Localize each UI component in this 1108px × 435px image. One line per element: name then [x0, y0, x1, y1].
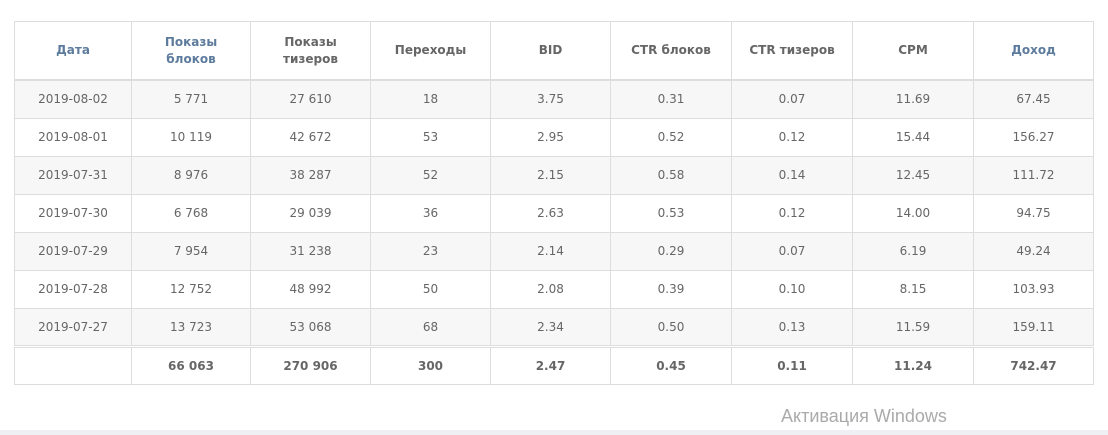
table-row: 2019-07-27 13 723 53 068 68 2.34 0.50 0.13 11.5…: [14, 307, 1094, 347]
table-cell: 2019-08-02: [14, 79, 132, 119]
table-cell: 27 610: [250, 79, 371, 119]
table-cell: 50: [370, 269, 491, 309]
table-row: 2019-08-01 10 119 42 672 53 2.95 0.52 0.12 15.4…: [14, 117, 1094, 157]
table-cell: 94.75: [973, 193, 1094, 233]
table-cell: 0.12: [731, 117, 853, 157]
table-cell: 0.53: [610, 193, 732, 233]
table-cell: 2019-07-28: [14, 269, 132, 309]
table-cell: 111.72: [973, 155, 1094, 195]
table-cell: 49.24: [973, 231, 1094, 271]
table-cell: 10 119: [131, 117, 251, 157]
total-cell: [14, 344, 132, 385]
table-cell: 67.45: [973, 79, 1094, 119]
table-cell: 156.27: [973, 117, 1094, 157]
table-cell: 2.34: [490, 307, 611, 347]
table-cell: 53 068: [250, 307, 371, 347]
total-cell: 2.47: [490, 344, 611, 385]
table-cell: 0.14: [731, 155, 853, 195]
column-header: CTR блоков: [610, 21, 732, 81]
table-cell: 2019-07-30: [14, 193, 132, 233]
table-cell: 23: [370, 231, 491, 271]
table-cell: 29 039: [250, 193, 371, 233]
table-cell: 14.00: [852, 193, 974, 233]
table-cell: 2.08: [490, 269, 611, 309]
table-cell: 68: [370, 307, 491, 347]
table-cell: 0.58: [610, 155, 732, 195]
column-header: CTR тизеров: [731, 21, 853, 81]
table-cell: 3.75: [490, 79, 611, 119]
table-cell: 2019-07-29: [14, 231, 132, 271]
table-cell: 0.12: [731, 193, 853, 233]
table-cell: 31 238: [250, 231, 371, 271]
table-cell: 8 976: [131, 155, 251, 195]
table-cell: 0.50: [610, 307, 732, 347]
table-cell: 0.52: [610, 117, 732, 157]
table-cell: 2019-07-31: [14, 155, 132, 195]
table-cell: 103.93: [973, 269, 1094, 309]
table-cell: 2019-08-01: [14, 117, 132, 157]
table-cell: 42 672: [250, 117, 371, 157]
table-cell: 36: [370, 193, 491, 233]
column-header: CPM: [852, 21, 974, 81]
table-row: 2019-07-30 6 768 29 039 36 2.63 0.53 0.12 14.00…: [14, 193, 1094, 233]
column-header[interactable]: Доход: [973, 21, 1094, 81]
table-cell: 38 287: [250, 155, 371, 195]
windows-activation-watermark: Активация Windows: [781, 406, 947, 426]
table-cell: 52: [370, 155, 491, 195]
table-cell: 2.14: [490, 231, 611, 271]
column-header[interactable]: Показы блоков: [131, 21, 251, 81]
stats-table: Дата Показы блоков Показы тизеров Переходы BID…: [14, 21, 1094, 385]
table-cell: 2.15: [490, 155, 611, 195]
table-cell: 48 992: [250, 269, 371, 309]
table-row: 2019-07-31 8 976 38 287 52 2.15 0.58 0.14 12.45…: [14, 155, 1094, 195]
column-header[interactable]: Дата: [14, 21, 132, 81]
table-cell: 5 771: [131, 79, 251, 119]
table-cell: 0.31: [610, 79, 732, 119]
column-header: BID: [490, 21, 611, 81]
total-cell: 300: [370, 344, 491, 385]
table-row: 2019-07-29 7 954 31 238 23 2.14 0.29 0.07 6.19 4…: [14, 231, 1094, 271]
table-cell: 2.95: [490, 117, 611, 157]
table-cell: 53: [370, 117, 491, 157]
total-cell: 0.45: [610, 344, 732, 385]
table-cell: 11.69: [852, 79, 974, 119]
table-cell: 0.10: [731, 269, 853, 309]
table-cell: 0.29: [610, 231, 732, 271]
table-cell: 0.13: [731, 307, 853, 347]
total-cell: 66 063: [131, 344, 251, 385]
table-cell: 13 723: [131, 307, 251, 347]
total-cell: 11.24: [852, 344, 974, 385]
column-header: Показы тизеров: [250, 21, 371, 81]
table-cell: 15.44: [852, 117, 974, 157]
table-cell: 18: [370, 79, 491, 119]
totals-row: 66 063 270 906 300 2.47 0.45 0.11 11.24 742.47: [14, 344, 1094, 385]
column-header: Переходы: [370, 21, 491, 81]
total-cell: 270 906: [250, 344, 371, 385]
table-cell: 0.39: [610, 269, 732, 309]
table-cell: 8.15: [852, 269, 974, 309]
table-row: 2019-08-02 5 771 27 610 18 3.75 0.31 0.07 11.69…: [14, 79, 1094, 119]
table-row: 2019-07-28 12 752 48 992 50 2.08 0.39 0.10 8.15…: [14, 269, 1094, 309]
table-cell: 6.19: [852, 231, 974, 271]
table-cell: 7 954: [131, 231, 251, 271]
total-cell: 742.47: [973, 344, 1094, 385]
table-cell: 11.59: [852, 307, 974, 347]
taskbar-edge: [0, 430, 1108, 435]
table-cell: 12 752: [131, 269, 251, 309]
table-cell: 159.11: [973, 307, 1094, 347]
table-cell: 12.45: [852, 155, 974, 195]
table-cell: 2.63: [490, 193, 611, 233]
table-cell: 0.07: [731, 79, 853, 119]
table-cell: 6 768: [131, 193, 251, 233]
table-cell: 2019-07-27: [14, 307, 132, 347]
total-cell: 0.11: [731, 344, 853, 385]
table-cell: 0.07: [731, 231, 853, 271]
